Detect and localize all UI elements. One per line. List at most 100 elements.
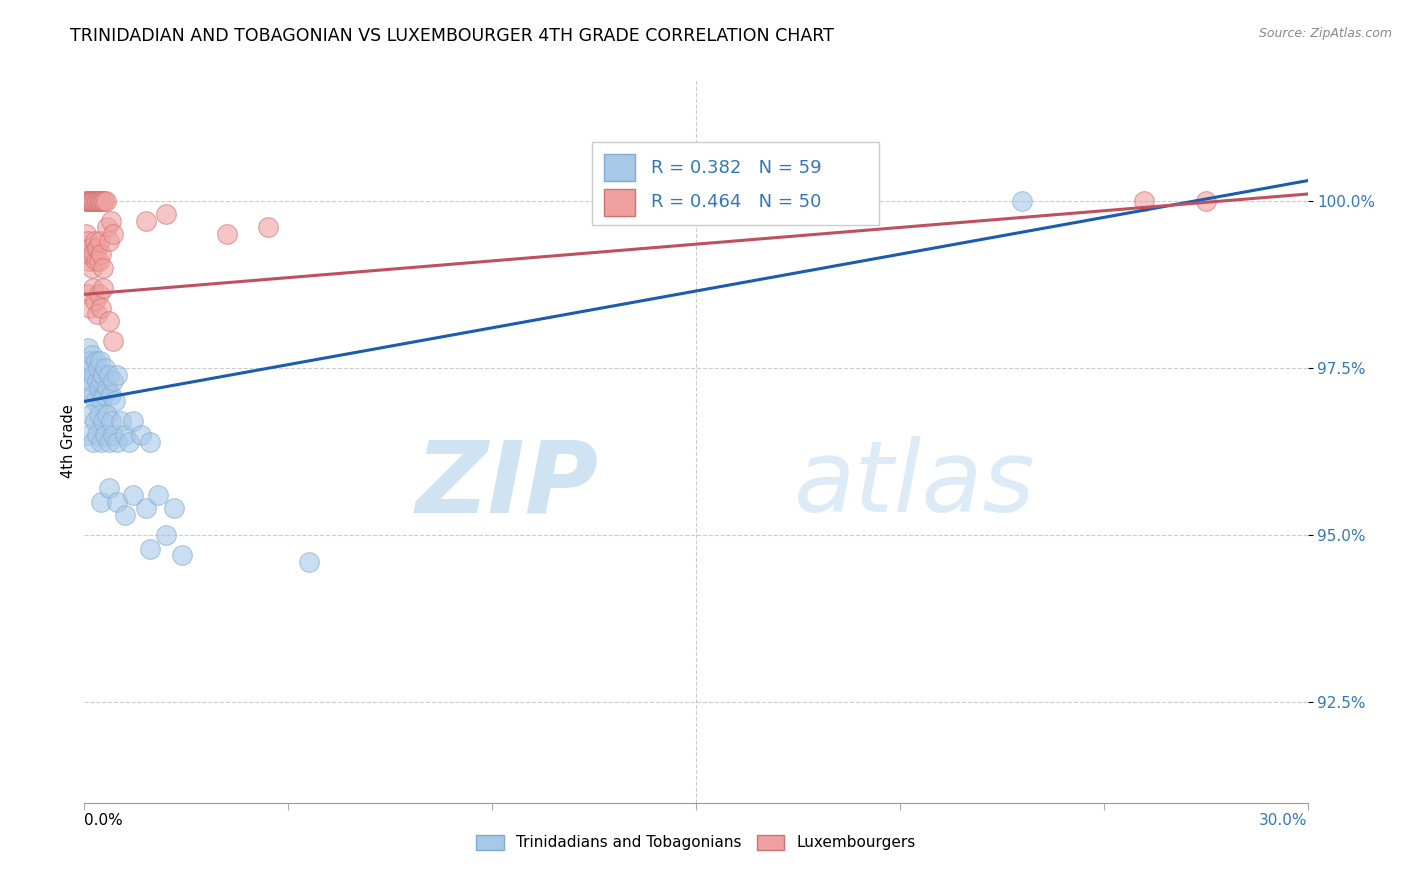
Point: [101, 227, 124, 241]
Point: [89, 194, 111, 208]
Point: [75, 227, 97, 241]
Point: [155, 207, 177, 221]
Point: [83, 194, 105, 208]
Point: [135, 501, 157, 516]
Point: [1011, 194, 1033, 208]
Point: [93, 360, 115, 375]
Point: [105, 434, 128, 449]
Point: [80, 194, 103, 208]
Point: [114, 508, 136, 523]
Point: [77, 234, 100, 248]
Point: [97, 314, 120, 328]
Point: [93, 387, 115, 401]
Point: [138, 434, 160, 449]
Text: R = 0.464   N = 50: R = 0.464 N = 50: [651, 194, 821, 211]
Point: [90, 394, 112, 409]
Point: [93, 194, 115, 208]
Point: [79, 374, 101, 388]
Point: [217, 227, 239, 241]
Point: [122, 488, 145, 502]
Point: [90, 434, 112, 449]
Point: [101, 374, 124, 388]
Point: [87, 253, 110, 268]
Point: [146, 488, 169, 502]
Point: [90, 247, 112, 261]
Point: [80, 260, 103, 275]
Point: [87, 381, 110, 395]
Point: [89, 354, 111, 368]
Point: [114, 427, 136, 442]
Point: [97, 368, 120, 382]
Point: [86, 194, 108, 208]
Point: [79, 301, 101, 315]
Point: [110, 414, 132, 428]
Point: [83, 394, 105, 409]
Bar: [605, 154, 636, 181]
Point: [77, 194, 100, 208]
Point: [90, 194, 112, 208]
Point: [82, 387, 104, 401]
Point: [87, 360, 110, 375]
Point: [84, 354, 107, 368]
Text: ZIP: ZIP: [415, 436, 598, 533]
Point: [172, 548, 194, 562]
Point: [82, 247, 104, 261]
Y-axis label: 4th Grade: 4th Grade: [60, 405, 76, 478]
Point: [163, 501, 186, 516]
Text: R = 0.382   N = 59: R = 0.382 N = 59: [651, 159, 821, 177]
Point: [90, 374, 112, 388]
Point: [90, 494, 112, 508]
Point: [96, 381, 118, 395]
Point: [86, 308, 108, 322]
Point: [91, 280, 114, 294]
Point: [83, 414, 105, 428]
Point: [90, 301, 112, 315]
Point: [79, 194, 101, 208]
Point: [96, 220, 118, 235]
Point: [138, 541, 160, 556]
Point: [105, 368, 128, 382]
Point: [82, 434, 104, 449]
Point: [89, 234, 111, 248]
Point: [91, 368, 114, 382]
Point: [83, 234, 105, 248]
Point: [77, 381, 100, 395]
Text: 30.0%: 30.0%: [1260, 813, 1308, 828]
Point: [80, 347, 103, 361]
Point: [79, 240, 101, 254]
Point: [100, 387, 122, 401]
Point: [76, 247, 98, 261]
Point: [77, 427, 100, 442]
Point: [100, 414, 122, 428]
Point: [82, 194, 104, 208]
Text: atlas: atlas: [794, 436, 1035, 533]
Point: [257, 220, 280, 235]
Point: [100, 213, 122, 227]
Point: [104, 394, 127, 409]
Point: [86, 427, 108, 442]
Point: [86, 240, 108, 254]
Point: [91, 414, 114, 428]
Point: [87, 287, 110, 301]
Point: [83, 293, 105, 308]
Point: [76, 194, 98, 208]
Point: [131, 427, 153, 442]
Point: [135, 213, 157, 227]
Point: [101, 427, 124, 442]
Point: [77, 194, 100, 208]
Point: [97, 434, 120, 449]
Point: [1195, 194, 1218, 208]
Bar: [605, 188, 636, 216]
Point: [94, 194, 117, 208]
Point: [87, 194, 110, 208]
Legend: Trinidadians and Tobagonians, Luxembourgers: Trinidadians and Tobagonians, Luxembourg…: [470, 829, 922, 856]
Point: [97, 481, 120, 495]
Point: [96, 408, 118, 422]
Point: [105, 494, 128, 508]
Point: [77, 354, 100, 368]
Point: [75, 360, 97, 375]
Point: [79, 408, 101, 422]
Text: TRINIDADIAN AND TOBAGONIAN VS LUXEMBOURGER 4TH GRADE CORRELATION CHART: TRINIDADIAN AND TOBAGONIAN VS LUXEMBOURG…: [70, 27, 834, 45]
Point: [77, 253, 100, 268]
Point: [1133, 194, 1156, 208]
